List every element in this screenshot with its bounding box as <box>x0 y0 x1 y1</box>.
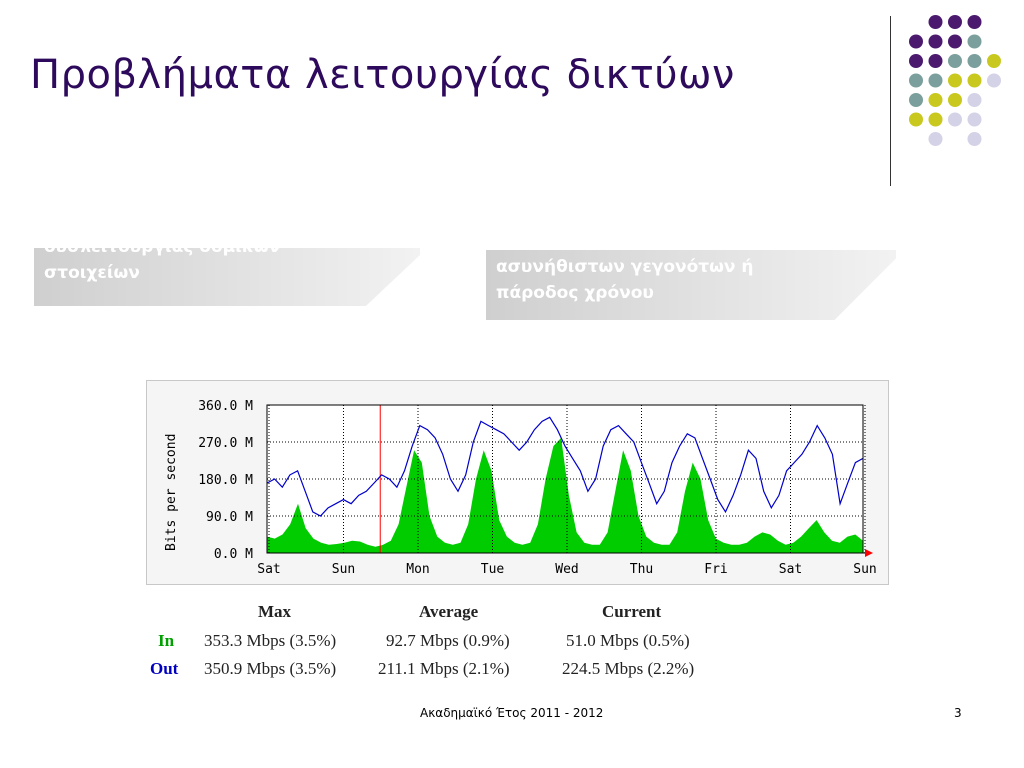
x-tick-label: Sat <box>779 562 802 577</box>
decorative-dot <box>948 54 962 68</box>
stats-in-average: 92.7 Mbps (0.9%) <box>386 631 510 650</box>
footer-academic-year: Ακαδημαϊκό Έτος 2011 - 2012 <box>420 706 604 720</box>
decorative-dot <box>909 34 923 49</box>
decorative-dot <box>909 112 923 127</box>
x-axis-arrow-icon <box>865 549 873 557</box>
y-tick-label: 360.0 M <box>198 399 253 414</box>
banner-line: στοιχείων <box>44 263 140 283</box>
decorative-dot-grid <box>909 15 1001 146</box>
title-divider-line <box>890 16 891 186</box>
page-number: 3 <box>954 706 962 720</box>
decorative-dot <box>928 54 943 68</box>
x-tick-label: Wed <box>555 562 578 577</box>
traffic-stats-table: Max Average Current In 353.3 Mbps (3.5%)… <box>146 600 746 690</box>
y-tick-label: 180.0 M <box>198 473 253 488</box>
x-tick-label: Mon <box>406 562 429 577</box>
series-out-line <box>266 416 864 517</box>
banner-line: ασυνήθιστων γεγονότων ή <box>496 257 754 277</box>
decorative-dot <box>967 73 982 88</box>
decorative-dot <box>928 93 943 107</box>
stats-in-max: 353.3 Mbps (3.5%) <box>204 631 337 650</box>
decorative-dot <box>909 93 923 107</box>
stats-out-max: 350.9 Mbps (3.5%) <box>204 659 337 678</box>
x-tick-label: Sun <box>332 562 355 577</box>
x-tick-label: Thu <box>630 562 653 577</box>
decorative-dot <box>967 93 982 107</box>
stats-header-max: Max <box>258 602 292 621</box>
decorative-dot <box>967 132 982 146</box>
decorative-dot <box>948 73 962 88</box>
y-tick-label: 0.0 M <box>214 547 253 562</box>
decorative-dot <box>928 73 943 88</box>
decorative-dot <box>948 15 962 29</box>
decorative-dot <box>928 34 943 49</box>
traffic-graph: 0.0 M 90.0 M 180.0 M 270.0 M 360.0 M Sat Sun Mo… <box>146 380 889 585</box>
decorative-dot <box>948 112 962 127</box>
decorative-dot <box>967 112 982 127</box>
decorative-dot <box>987 54 1001 68</box>
decorative-dot <box>948 93 962 107</box>
decorative-dot <box>909 54 923 68</box>
x-tick-label: Sun <box>853 562 876 577</box>
banner-structural-failure: δυσλειτουργίας δομικών στοιχείων <box>34 248 420 306</box>
banner-line: πάροδος χρόνου <box>496 283 654 303</box>
decorative-dot <box>928 132 943 146</box>
slide-title: Προβλήματα λειτουργίας δικτύων <box>30 52 735 98</box>
plot-frame <box>266 404 864 554</box>
x-tick-label: Tue <box>481 562 505 577</box>
decorative-dot <box>987 73 1001 88</box>
traffic-chart-svg: 0.0 M 90.0 M 180.0 M 270.0 M 360.0 M Sat Sun Mo… <box>164 399 877 577</box>
x-tick-label: Fri <box>704 562 727 577</box>
decorative-dot <box>967 15 982 29</box>
decorative-dot <box>967 34 982 49</box>
stats-in-current: 51.0 Mbps (0.5%) <box>566 631 690 650</box>
banner-line: δυσλειτουργίας δομικών <box>44 248 280 260</box>
decorative-dot <box>928 112 943 127</box>
series-in-area <box>267 437 863 553</box>
banner-unusual-events: ασυνήθιστων γεγονότων ή πάροδος χρόνου <box>486 250 896 320</box>
decorative-dot <box>928 15 943 29</box>
stats-label-in: In <box>158 631 175 650</box>
stats-label-out: Out <box>150 659 179 678</box>
stats-out-average: 211.1 Mbps (2.1%) <box>378 659 510 678</box>
decorative-dot <box>948 34 962 49</box>
stats-out-current: 224.5 Mbps (2.2%) <box>562 659 695 678</box>
decorative-dot <box>909 73 923 88</box>
y-tick-label: 90.0 M <box>206 510 253 525</box>
stats-header-average: Average <box>419 602 479 621</box>
decorative-dot <box>967 54 982 68</box>
y-axis-label: Bits per second <box>164 434 179 551</box>
y-tick-label: 270.0 M <box>198 436 253 451</box>
stats-header-current: Current <box>602 602 662 621</box>
x-tick-label: Sat <box>257 562 280 577</box>
